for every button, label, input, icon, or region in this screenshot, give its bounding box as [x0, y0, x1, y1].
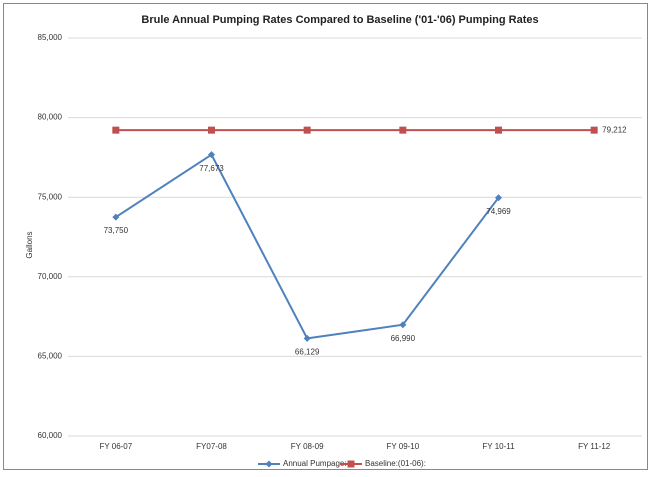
x-tick-label: FY 06-07 [99, 442, 132, 451]
legend-marker [347, 460, 355, 468]
data-label: 74,969 [486, 207, 511, 216]
marker [112, 126, 120, 134]
y-tick-label: 60,000 [38, 431, 63, 440]
marker [590, 126, 598, 134]
legend-label: Baseline:(01-06): [365, 459, 426, 468]
data-label: 79,212 [602, 125, 627, 134]
y-axis-label: Gallons [25, 231, 34, 258]
x-tick-label: FY 09-10 [386, 442, 419, 451]
marker [208, 151, 215, 159]
marker [303, 126, 311, 134]
y-tick-label: 75,000 [38, 192, 63, 201]
marker [303, 334, 311, 342]
y-tick-label: 70,000 [38, 272, 63, 281]
chart-title: Brule Annual Pumping Rates Compared to B… [141, 14, 538, 26]
x-tick-label: FY 08-09 [291, 442, 324, 451]
legend-marker [265, 460, 273, 468]
data-label: 77,673 [199, 164, 224, 173]
y-tick-label: 80,000 [38, 113, 63, 122]
x-tick-label: FY 10-11 [482, 442, 515, 451]
marker [399, 126, 407, 134]
marker [112, 213, 120, 221]
data-label: 66,129 [295, 348, 320, 357]
y-tick-label: 85,000 [38, 33, 63, 42]
data-label: 66,990 [391, 334, 416, 343]
marker [399, 321, 407, 329]
marker [495, 126, 502, 134]
data-label: 73,750 [104, 226, 129, 235]
chart-border [3, 3, 648, 470]
marker [208, 126, 215, 134]
y-tick-label: 65,000 [38, 352, 63, 361]
x-tick-label: FY 11-12 [578, 442, 611, 451]
marker [495, 194, 502, 202]
legend-label: Annual Pumpage: [283, 459, 347, 468]
x-tick-label: FY07-08 [196, 442, 227, 451]
